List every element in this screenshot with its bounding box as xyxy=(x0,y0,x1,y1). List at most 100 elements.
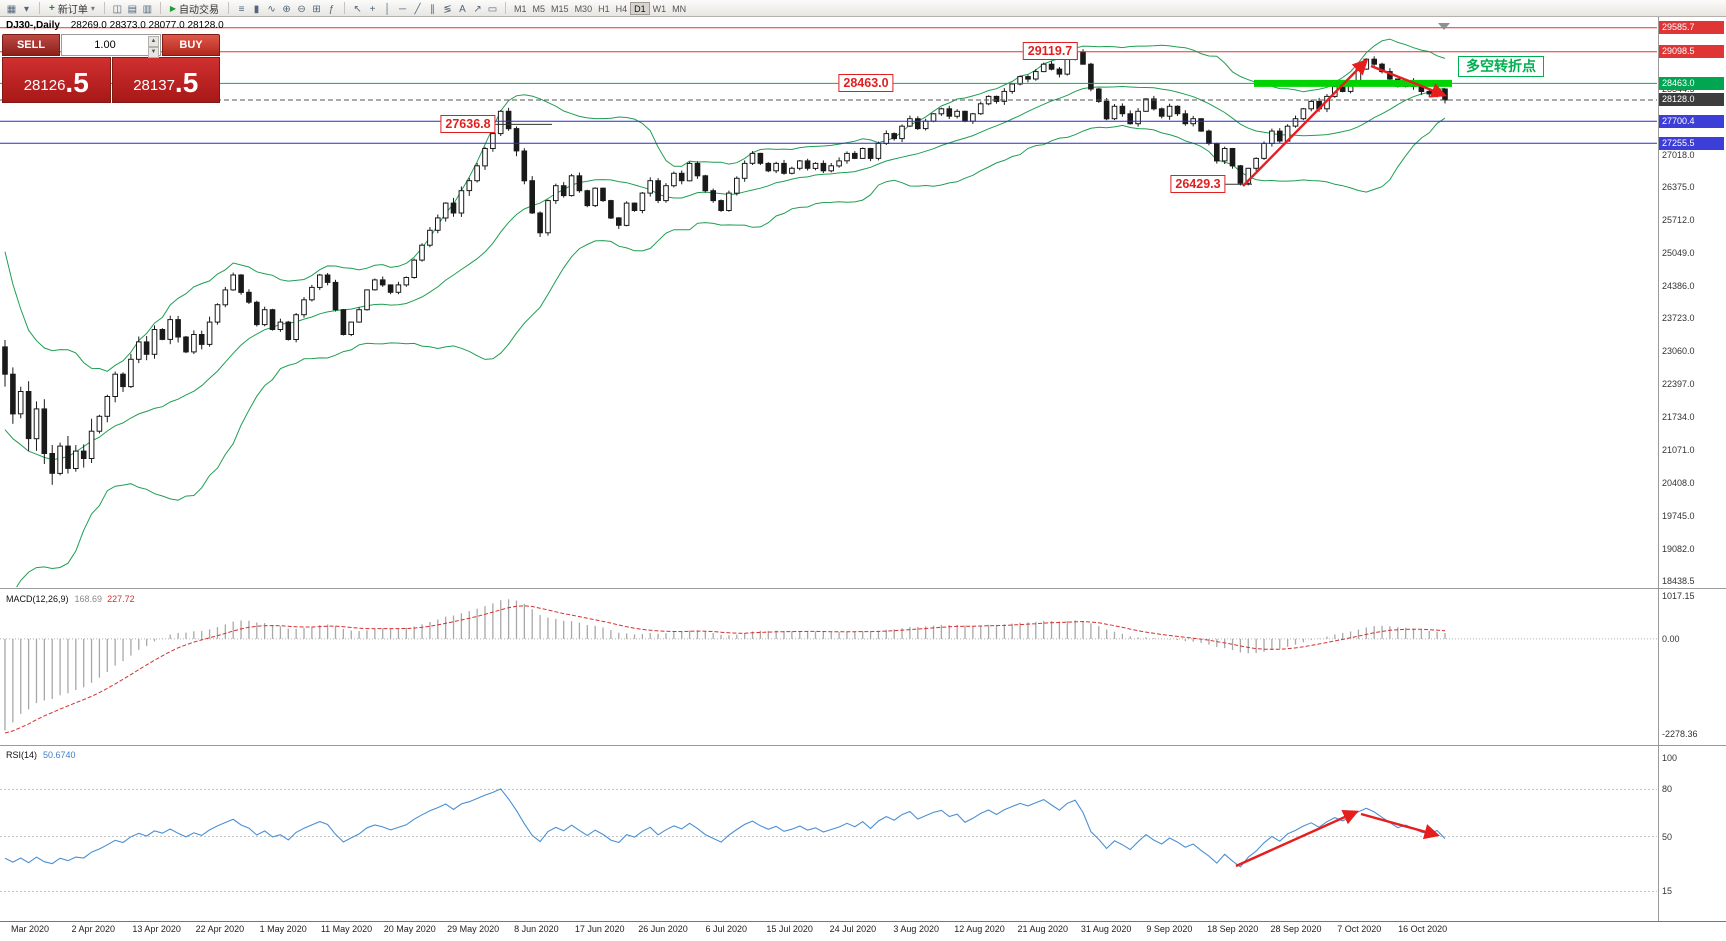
zoom-out-icon[interactable]: ⊖ xyxy=(297,4,306,15)
crosshair-icon[interactable]: + xyxy=(369,4,376,15)
channel-icon[interactable]: ∥ xyxy=(430,4,436,15)
chart-list-dropdown-icon[interactable]: ▾ xyxy=(23,4,30,15)
timeframe-button-m15[interactable]: M15 xyxy=(551,4,569,14)
buy-price-int: 28137 xyxy=(133,77,175,94)
price-axis-tag: 29098.5 xyxy=(1659,45,1724,59)
turning-point-label[interactable]: 多空转折点 xyxy=(1458,56,1544,77)
profiles-icon[interactable]: ▤ xyxy=(127,4,138,15)
price-axis-tick: 21734.0 xyxy=(1662,412,1695,423)
time-axis-label: 17 Jun 2020 xyxy=(574,924,625,934)
time-axis-label: 18 Sep 2020 xyxy=(1207,924,1259,934)
rsi-line xyxy=(4,788,1446,868)
shapes-icon[interactable]: ▭ xyxy=(487,4,498,15)
trend-arrow[interactable] xyxy=(1360,812,1441,840)
vertical-line-icon[interactable]: │ xyxy=(384,4,391,15)
new-order-label: 新订单 xyxy=(57,4,88,16)
volume-field[interactable]: ▲ ▼ xyxy=(61,34,161,58)
candlestick-icon[interactable]: ▮ xyxy=(253,4,260,15)
trend-arrow[interactable] xyxy=(1235,810,1359,868)
volume-up-button[interactable]: ▲ xyxy=(148,36,159,47)
toolbar: ▦ ▾ + 新订单 ▾ ◫ ▤ ▥ ▶ 自动交易 ≡ ▮ ∿ ⊕ ⊖ ⊞ ƒ ↖ + │ ─ ╱ ∥ ≶ A ↗ ▭… xyxy=(0,0,1726,17)
time-axis-label: 11 May 2020 xyxy=(320,924,373,934)
auto-trading-label: 自动交易 xyxy=(179,4,220,16)
buy-button[interactable]: BUY xyxy=(162,34,220,56)
toolbar-separator xyxy=(505,2,507,14)
rsi-axis-tick: 50 xyxy=(1662,831,1673,842)
sell-button[interactable]: SELL xyxy=(2,34,60,56)
timeframe-button-h1[interactable]: H1 xyxy=(598,4,610,14)
toolbar-group-windows: ◫ ▤ ▥ xyxy=(110,0,155,17)
price-axis-tag: 28128.0 xyxy=(1659,93,1724,107)
timeframe-button-m1[interactable]: M1 xyxy=(514,4,527,14)
price-axis-tag: 28463.0 xyxy=(1659,76,1724,90)
rsi-axis-tick: 100 xyxy=(1662,753,1678,763)
line-chart-icon[interactable]: ∿ xyxy=(267,4,276,15)
timeframe-button-mn[interactable]: MN xyxy=(672,4,687,14)
sell-price-display[interactable]: 28126 .5 xyxy=(2,57,111,103)
macd-histogram xyxy=(4,599,1446,731)
timeframe-button-m30[interactable]: M30 xyxy=(574,4,593,14)
time-axis-label: 29 May 2020 xyxy=(447,924,500,934)
price-axis-tick: 25049.0 xyxy=(1662,247,1695,258)
price-axis-tick: 20408.0 xyxy=(1662,477,1695,488)
fibonacci-icon[interactable]: ≶ xyxy=(443,4,452,15)
time-axis-label: 26 Jun 2020 xyxy=(638,924,688,934)
price-axis-tag: 27255.5 xyxy=(1659,136,1724,150)
price-annotation-flag[interactable]: 28463.0 xyxy=(838,74,894,93)
price-annotation-flag[interactable]: 29119.7 xyxy=(1022,41,1078,60)
price-axis-tick: 25712.0 xyxy=(1662,214,1695,225)
one-click-trading-panel: SELL ▲ ▼ BUY 28126 .5 28137 .5 xyxy=(2,34,220,103)
tile-windows-icon[interactable]: ⊞ xyxy=(312,4,321,15)
macd-panel-divider[interactable] xyxy=(0,588,1726,589)
timeframe-button-d1[interactable]: D1 xyxy=(630,2,650,15)
time-axis-label: 7 Oct 2020 xyxy=(1337,924,1382,934)
time-axis-divider xyxy=(0,921,1726,922)
sell-price-int: 28126 xyxy=(23,77,66,94)
toolbar-group-chart-tools: ≡ ▮ ∿ ⊕ ⊖ ⊞ ƒ xyxy=(234,0,339,17)
macd-panel xyxy=(0,599,1657,734)
horizontal-line-icon[interactable]: ─ xyxy=(398,4,407,15)
new-chart-icon[interactable]: ▦ xyxy=(6,4,17,15)
rsi-axis-tick: 15 xyxy=(1662,886,1673,897)
sell-price-dec: .5 xyxy=(65,67,89,98)
bar-chart-icon[interactable]: ≡ xyxy=(238,4,245,15)
text-label-icon[interactable]: A xyxy=(459,4,466,15)
timeframe-toolbar: M1 M5 M15 M30 H1 H4 D1 W1 MN xyxy=(511,0,689,17)
rsi-panel-divider[interactable] xyxy=(0,745,1726,746)
time-axis-label: 12 Aug 2020 xyxy=(954,924,1005,934)
macd-axis-tick: -2278.36 xyxy=(1662,729,1698,740)
price-axis-tick: 27018.0 xyxy=(1662,150,1695,161)
trend-arrow[interactable] xyxy=(1242,58,1369,187)
toolbar-group-objects: ↖ + │ ─ ╱ ∥ ≶ A ↗ ▭ xyxy=(350,0,500,17)
volume-down-button[interactable]: ▼ xyxy=(148,47,159,58)
timeframe-button-h4[interactable]: H4 xyxy=(615,4,628,14)
timeframe-button-w1[interactable]: W1 xyxy=(652,4,667,14)
buy-price-display[interactable]: 28137 .5 xyxy=(111,57,220,103)
new-order-button[interactable]: + 新订单 ▾ xyxy=(45,1,99,16)
time-axis-label: 22 Apr 2020 xyxy=(195,924,245,934)
zoom-in-icon[interactable]: ⊕ xyxy=(282,4,291,15)
time-axis-label: 13 Apr 2020 xyxy=(132,924,181,934)
toolbar-separator xyxy=(228,2,230,14)
buy-price-dec: .5 xyxy=(174,67,199,98)
price-annotation-flag[interactable]: 26429.3 xyxy=(1170,175,1226,194)
data-window-icon[interactable]: ▥ xyxy=(142,4,153,15)
time-axis-label: 6 Jul 2020 xyxy=(705,924,748,934)
cursor-icon[interactable]: ↖ xyxy=(353,4,362,15)
plus-icon: + xyxy=(49,2,55,14)
chart-shift-marker-icon[interactable] xyxy=(1438,23,1450,30)
auto-trading-button[interactable]: ▶ 自动交易 xyxy=(166,1,223,16)
timeframe-button-m5[interactable]: M5 xyxy=(532,4,546,14)
indicators-icon[interactable]: ƒ xyxy=(328,4,335,15)
arrow-tool-icon[interactable]: ↗ xyxy=(473,4,482,15)
price-axis-tick: 18438.5 xyxy=(1662,575,1695,586)
trendline-icon[interactable]: ╱ xyxy=(414,4,421,15)
trend-arrow[interactable] xyxy=(1370,64,1447,98)
time-axis-label: 20 May 2020 xyxy=(383,924,436,934)
price-annotation-flag[interactable]: 27636.8 xyxy=(440,115,496,134)
time-axis: Mar 2020 2 Apr 2020 13 Apr 2020 22 Apr 2020… xyxy=(0,923,1658,939)
volume-input[interactable] xyxy=(62,35,160,55)
chart-windows-icon[interactable]: ◫ xyxy=(112,4,123,15)
